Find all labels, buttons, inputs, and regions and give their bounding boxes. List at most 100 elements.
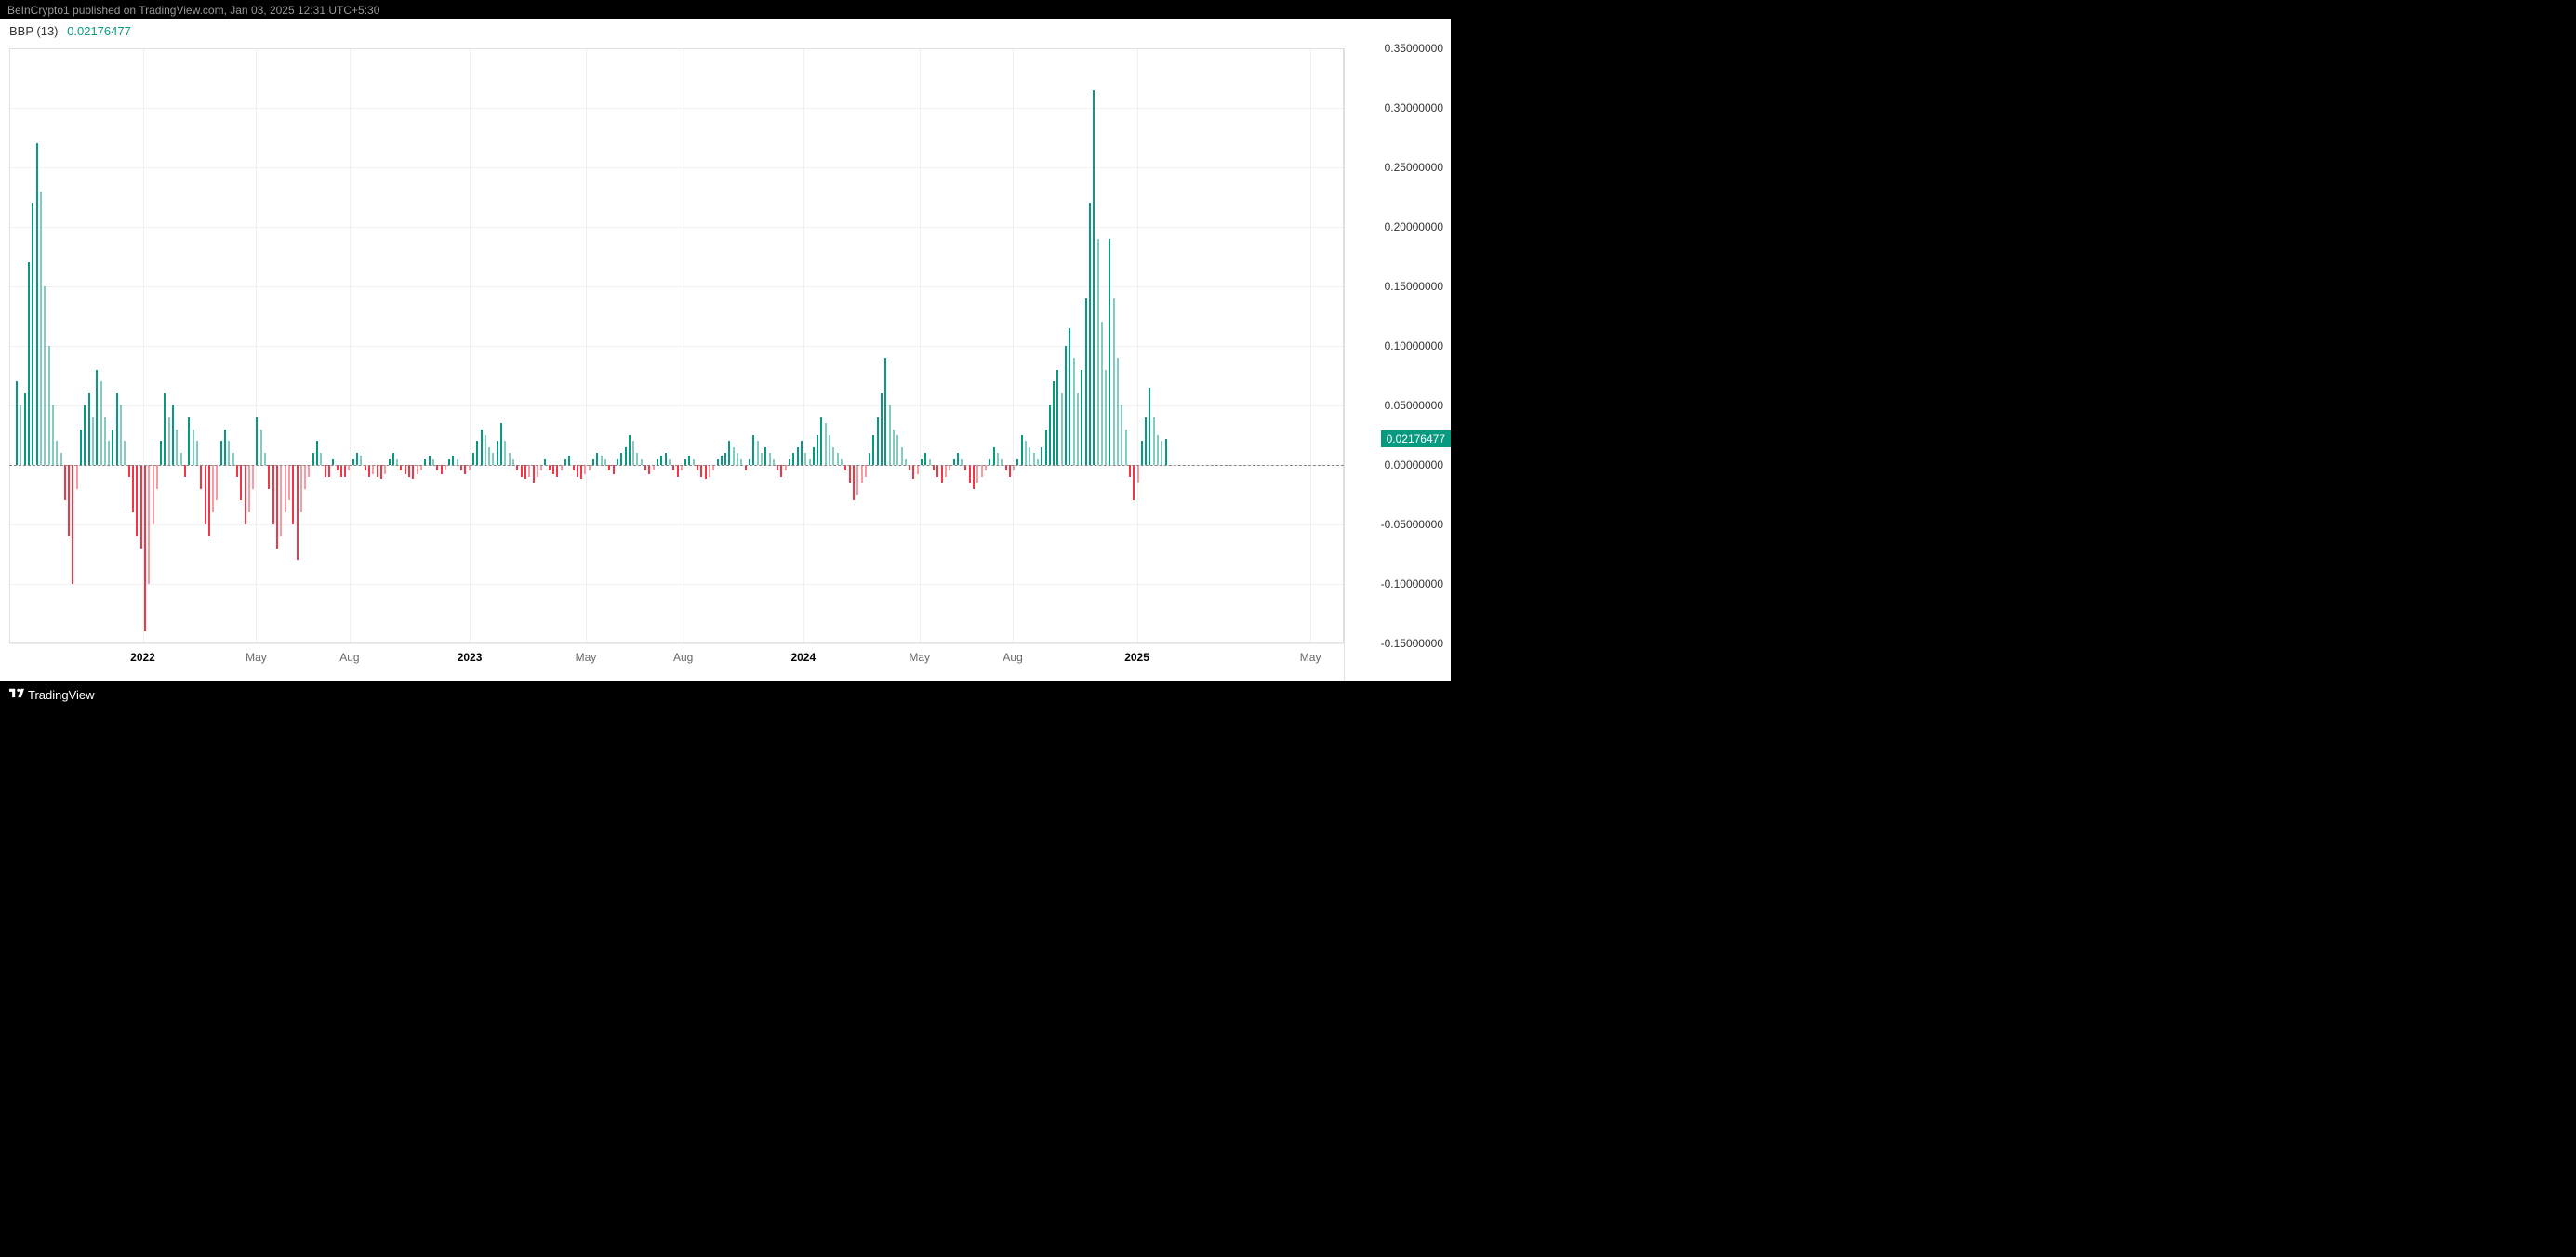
histogram-bar xyxy=(140,465,142,549)
y-gridline xyxy=(9,643,1344,644)
indicator-value: 0.02176477 xyxy=(67,24,131,38)
histogram-bar xyxy=(368,465,370,477)
histogram-bar xyxy=(360,456,362,465)
histogram-bar xyxy=(28,262,30,465)
histogram-bar xyxy=(981,465,983,477)
histogram-bar xyxy=(417,465,418,474)
histogram-bar xyxy=(264,453,266,465)
histogram-bar xyxy=(1165,439,1167,465)
y-tick-label: 0.10000000 xyxy=(1385,339,1443,352)
histogram-bar xyxy=(1161,441,1162,465)
histogram-bar xyxy=(64,465,66,500)
histogram-bar xyxy=(1077,393,1079,465)
histogram-bar xyxy=(1033,453,1035,465)
histogram-bar xyxy=(196,441,198,465)
histogram-bar xyxy=(1049,405,1051,465)
histogram-bar xyxy=(20,405,21,465)
histogram-bar xyxy=(769,453,771,465)
histogram-bar xyxy=(877,417,879,465)
indicator-label: BBP (13) 0.02176477 xyxy=(9,24,131,38)
histogram-bar xyxy=(76,465,78,489)
histogram-bar xyxy=(236,465,238,477)
histogram-bar xyxy=(16,381,18,465)
histogram-bar xyxy=(797,447,799,465)
histogram-bar xyxy=(216,465,218,500)
histogram-bar xyxy=(44,286,46,465)
histogram-bar xyxy=(212,465,214,512)
histogram-bar xyxy=(304,465,306,489)
histogram-bar xyxy=(297,465,299,560)
histogram-bar xyxy=(168,417,170,465)
histogram-bar xyxy=(92,417,94,465)
histogram-bar xyxy=(969,465,971,483)
histogram-bar xyxy=(476,441,478,465)
histogram-bar xyxy=(924,453,926,465)
x-tick-label: 2024 xyxy=(790,651,816,664)
histogram-bar xyxy=(552,465,554,474)
histogram-bar xyxy=(917,465,919,474)
histogram-bar xyxy=(804,453,806,465)
histogram-bar xyxy=(896,435,898,465)
histogram-bar xyxy=(829,435,830,465)
histogram-bar xyxy=(705,465,707,479)
histogram-bar xyxy=(884,358,886,465)
chart-container: BeInCrypto1 published on TradingView.com… xyxy=(0,0,1451,708)
histogram-bar xyxy=(660,456,662,465)
plot-area[interactable] xyxy=(9,48,1344,643)
x-tick-label: 2023 xyxy=(458,651,483,664)
y-tick-label: 0.00000000 xyxy=(1385,458,1443,471)
histogram-bar xyxy=(901,447,903,465)
indicator-name: BBP (13) xyxy=(9,24,59,38)
histogram-bar xyxy=(492,453,494,465)
histogram-bar xyxy=(240,465,242,500)
current-value-badge: 0.02176477 xyxy=(1381,430,1451,447)
histogram-bar xyxy=(1065,346,1067,465)
histogram-bar xyxy=(1081,370,1082,465)
y-tick-label: 0.05000000 xyxy=(1385,399,1443,412)
histogram-bar xyxy=(1097,239,1099,465)
histogram-bar xyxy=(1089,203,1091,465)
histogram-bar xyxy=(648,465,650,474)
histogram-bar xyxy=(153,465,154,524)
histogram-bar xyxy=(488,447,490,465)
histogram-bar xyxy=(1021,435,1023,465)
histogram-bar xyxy=(380,465,382,479)
chart-wrapper: BBP (13) 0.02176477 0.350000000.30000000… xyxy=(0,19,1451,681)
histogram-bar xyxy=(52,405,54,465)
histogram-bar xyxy=(1073,358,1075,465)
tradingview-logo[interactable]: TradingView xyxy=(9,687,95,702)
histogram-bar xyxy=(1129,465,1131,477)
zero-line xyxy=(9,465,1344,466)
histogram-bar xyxy=(724,453,726,465)
histogram-bar xyxy=(248,465,250,512)
histogram-bar xyxy=(1117,358,1119,465)
histogram-bar xyxy=(1101,322,1103,465)
x-tick-label: Aug xyxy=(1003,651,1022,664)
histogram-bar xyxy=(312,453,314,465)
histogram-bar xyxy=(620,453,622,465)
y-tick-label: 0.20000000 xyxy=(1385,220,1443,233)
histogram-bar xyxy=(1029,447,1030,465)
histogram-bar xyxy=(429,456,431,465)
histogram-bar xyxy=(356,453,358,465)
histogram-bar xyxy=(1045,430,1047,465)
footer: TradingView xyxy=(0,681,1451,708)
histogram-bar xyxy=(184,465,186,477)
x-tick-label: Aug xyxy=(339,651,359,664)
histogram-bar xyxy=(764,447,766,465)
histogram-bar xyxy=(973,465,975,489)
histogram-bar xyxy=(677,465,679,477)
histogram-bar xyxy=(481,430,483,465)
histogram-bar xyxy=(613,465,615,474)
histogram-bar xyxy=(276,465,278,549)
histogram-bar xyxy=(156,465,158,489)
histogram-bar xyxy=(1093,90,1095,465)
histogram-bar xyxy=(112,430,113,465)
histogram-bar xyxy=(124,441,126,465)
histogram-bar xyxy=(320,453,322,465)
histogram-bar xyxy=(472,453,474,465)
histogram-bar xyxy=(60,453,62,465)
x-tick-label: May xyxy=(246,651,267,664)
histogram-bar xyxy=(300,465,302,512)
histogram-bar xyxy=(316,441,318,465)
